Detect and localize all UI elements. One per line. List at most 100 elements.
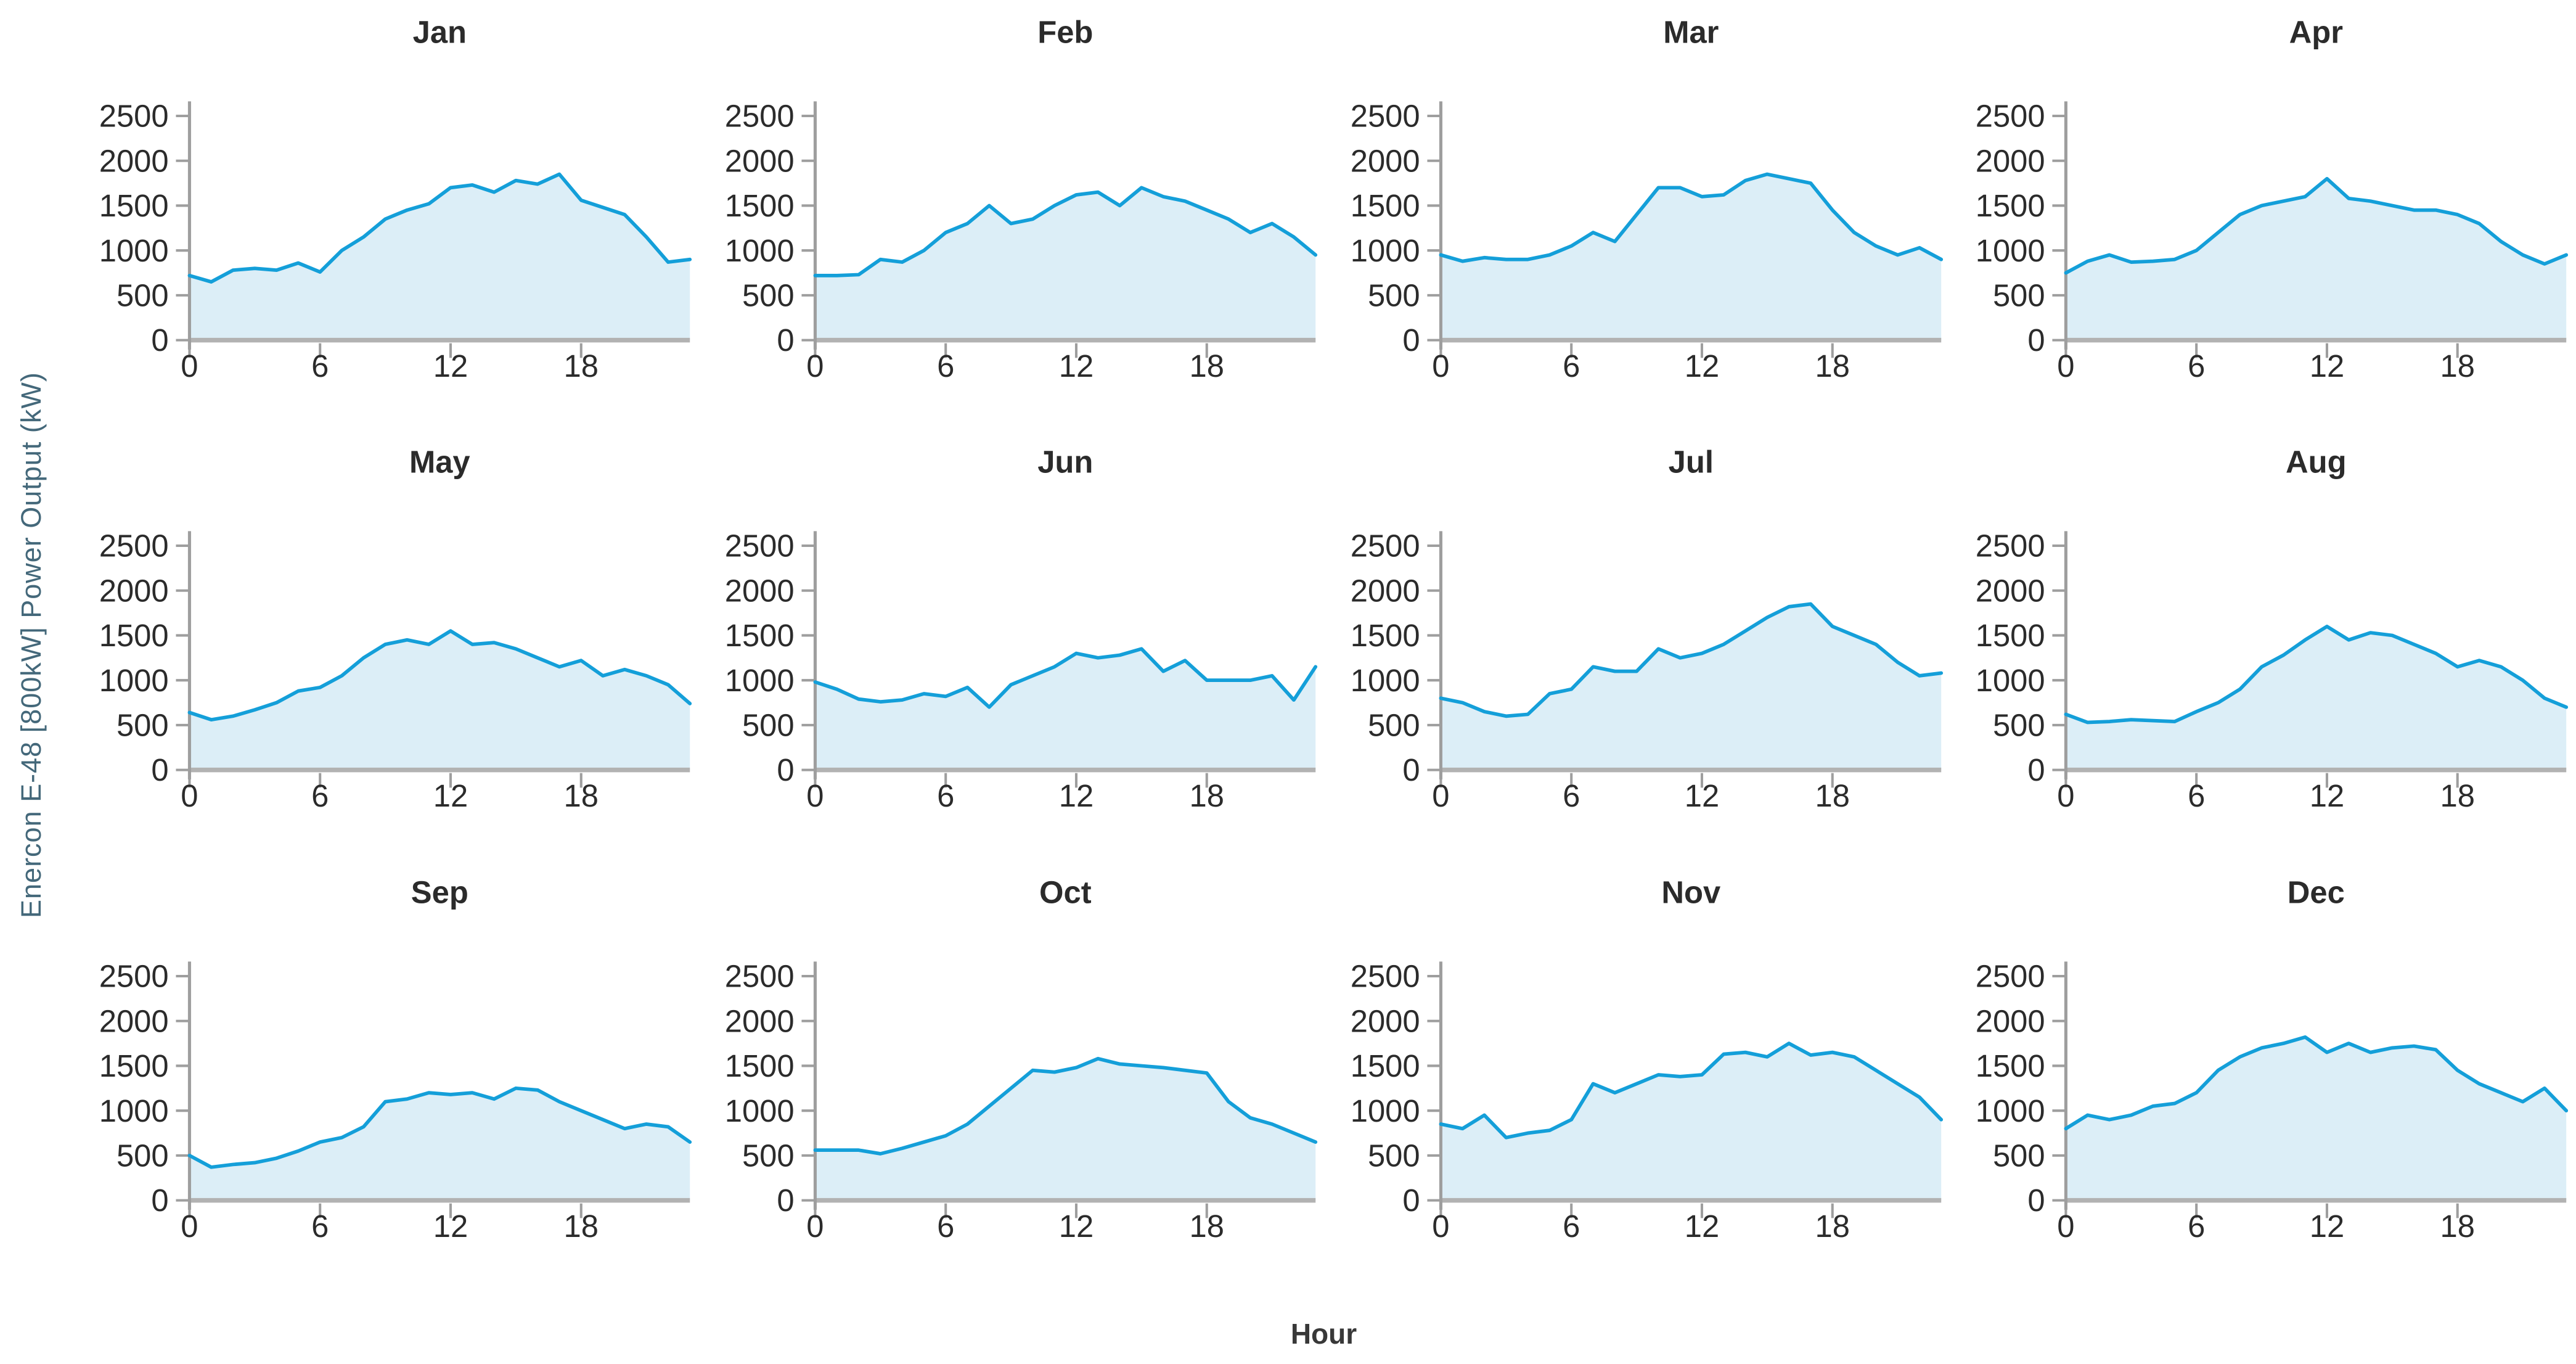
y-tick-label: 2000 — [725, 573, 795, 609]
x-tick-label: 12 — [2310, 1208, 2344, 1243]
y-tick-label: 2000 — [99, 143, 169, 178]
panel-dec: Dec 0 500 1000 1500 2000 2500 0 6 12 18 — [1949, 860, 2575, 1290]
power-output-line — [2064, 625, 2569, 725]
power-area-fill — [2066, 178, 2567, 340]
y-tick-label: 0 — [2028, 1183, 2045, 1218]
x-tick-label: 18 — [2440, 1208, 2475, 1243]
x-tick-label: 18 — [1815, 1208, 1849, 1243]
y-tick-label: 1000 — [1976, 233, 2045, 268]
power-area-fill — [189, 1088, 690, 1201]
x-tick-label: 0 — [806, 348, 824, 384]
power-area-fill — [189, 174, 690, 340]
y-tick-label: 500 — [117, 708, 169, 743]
y-tick-label: 2500 — [99, 528, 169, 564]
power-area-fill — [1440, 604, 1941, 770]
y-tick-label: 2500 — [1350, 958, 1420, 993]
y-tick-label: 2500 — [99, 99, 169, 134]
y-tick-label: 2500 — [1976, 528, 2045, 564]
x-tick-label: 0 — [2058, 1208, 2075, 1243]
y-tick-label: 500 — [1367, 277, 1420, 313]
y-tick-label: 1500 — [99, 188, 169, 223]
y-tick-label: 2000 — [725, 1003, 795, 1038]
y-tick-label: 1500 — [99, 618, 169, 653]
y-tick-label: 500 — [1993, 277, 2045, 313]
x-tick-label: 6 — [311, 348, 329, 384]
x-tick-label: 18 — [1815, 778, 1849, 813]
x-tick-label: 18 — [1189, 348, 1224, 384]
power-area-fill — [189, 631, 690, 770]
y-tick-label: 2000 — [1976, 143, 2045, 178]
x-tick-label: 0 — [181, 778, 198, 813]
panel-mar: Mar 0 500 1000 1500 2000 2500 0 6 12 18 — [1324, 0, 1950, 430]
power-output-line — [1439, 1041, 1943, 1140]
y-tick-label: 2500 — [725, 958, 795, 993]
y-tick-label: 0 — [1402, 1183, 1420, 1218]
x-tick-label: 12 — [1059, 348, 1094, 384]
x-tick-label: 0 — [806, 778, 824, 813]
panel-apr: Apr 0 500 1000 1500 2000 2500 0 6 12 18 — [1949, 0, 2575, 430]
x-tick-label: 18 — [1189, 1208, 1224, 1243]
y-tick-label: 2000 — [1350, 143, 1420, 178]
area-chart: Dec 0 500 1000 1500 2000 2500 0 6 12 18 — [1976, 874, 2569, 1243]
y-tick-label: 2000 — [99, 573, 169, 609]
x-tick-label: 0 — [181, 1208, 198, 1243]
panel-title: May — [409, 445, 470, 480]
y-tick-label: 1000 — [725, 233, 795, 268]
panel-title: Sep — [411, 874, 468, 910]
panel-title: Aug — [2286, 445, 2347, 480]
x-tick-label: 18 — [1815, 348, 1849, 384]
x-tick-label: 0 — [2058, 348, 2075, 384]
x-tick-label: 6 — [1563, 778, 1580, 813]
y-tick-label: 0 — [2028, 753, 2045, 788]
x-tick-label: 12 — [2310, 348, 2344, 384]
y-tick-label: 0 — [777, 753, 794, 788]
area-chart: Aug 0 500 1000 1500 2000 2500 0 6 12 18 — [1976, 445, 2569, 813]
power-area-fill — [815, 1058, 1315, 1201]
y-tick-label: 1500 — [1350, 188, 1420, 223]
x-tick-label: 0 — [1432, 778, 1449, 813]
panel-title: Oct — [1039, 874, 1092, 910]
power-area-fill — [1440, 174, 1941, 340]
y-tick-label: 1500 — [725, 188, 795, 223]
power-output-line — [187, 1086, 692, 1169]
panel-sep: Sep 0 500 1000 1500 2000 2500 0 6 12 18 — [73, 860, 698, 1290]
x-tick-label: 12 — [433, 348, 468, 384]
x-tick-label: 12 — [1684, 348, 1719, 384]
y-tick-label: 1500 — [1976, 618, 2045, 653]
y-tick-label: 1000 — [1976, 663, 2045, 698]
x-tick-label: 0 — [806, 1208, 824, 1243]
y-tick-label: 2500 — [1350, 528, 1420, 564]
panel-title: Dec — [2288, 874, 2345, 910]
panel-title: Feb — [1037, 15, 1093, 50]
y-tick-label: 500 — [1993, 708, 2045, 743]
area-chart: Apr 0 500 1000 1500 2000 2500 0 6 12 18 — [1976, 15, 2569, 384]
power-output-line — [813, 647, 1317, 710]
y-tick-label: 2500 — [725, 528, 795, 564]
y-tick-label: 1000 — [725, 663, 795, 698]
y-tick-label: 2000 — [99, 1003, 169, 1038]
power-output-line — [813, 186, 1317, 277]
x-tick-label: 6 — [937, 348, 954, 384]
y-tick-label: 500 — [1993, 1138, 2045, 1173]
x-tick-label: 12 — [1059, 1208, 1094, 1243]
y-tick-label: 2000 — [1976, 1003, 2045, 1038]
x-tick-label: 18 — [2440, 348, 2475, 384]
area-chart: Nov 0 500 1000 1500 2000 2500 0 6 12 18 — [1350, 874, 1943, 1243]
power-output-line — [2064, 1035, 2569, 1130]
y-tick-label: 1500 — [1976, 188, 2045, 223]
x-tick-label: 18 — [1189, 778, 1224, 813]
y-tick-label: 2500 — [1976, 958, 2045, 993]
panel-jan: Jan 0 500 1000 1500 2000 2500 0 6 12 18 — [73, 0, 698, 430]
x-tick-label: 6 — [311, 778, 329, 813]
y-tick-label: 1500 — [99, 1048, 169, 1083]
area-chart: May 0 500 1000 1500 2000 2500 0 6 12 18 — [99, 445, 692, 813]
y-tick-label: 1500 — [1350, 618, 1420, 653]
y-tick-label: 0 — [151, 753, 168, 788]
area-chart: Feb 0 500 1000 1500 2000 2500 0 6 12 18 — [725, 15, 1317, 384]
y-tick-label: 1000 — [99, 1093, 169, 1128]
x-tick-label: 0 — [1432, 1208, 1449, 1243]
x-tick-label: 12 — [433, 778, 468, 813]
power-output-line — [187, 172, 692, 284]
x-tick-label: 0 — [1432, 348, 1449, 384]
